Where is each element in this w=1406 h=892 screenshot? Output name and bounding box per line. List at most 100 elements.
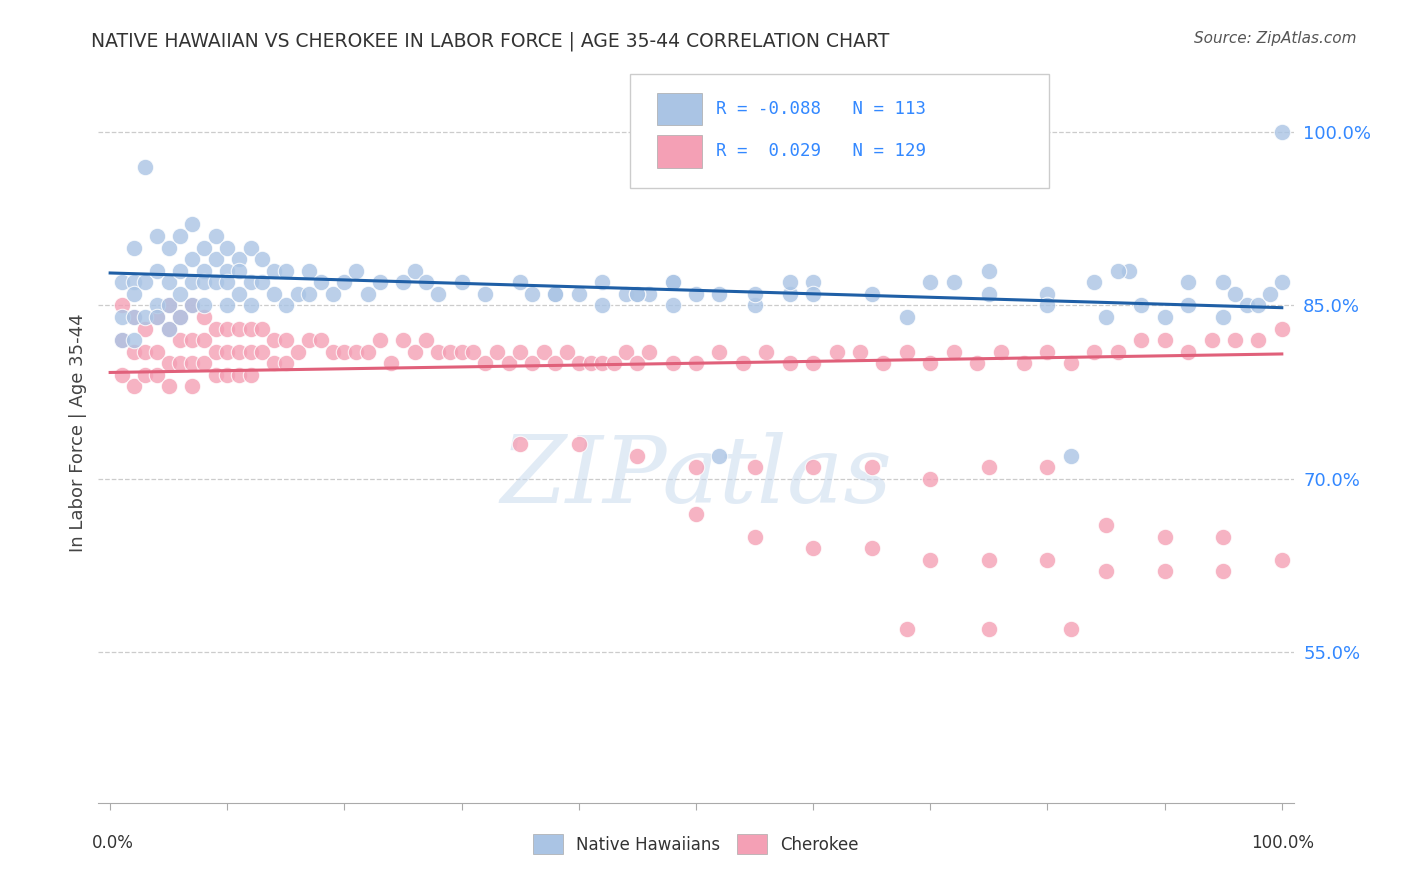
Point	[252, 252, 274, 266]
Point	[217, 240, 239, 254]
Point	[591, 298, 613, 312]
Point	[122, 275, 145, 289]
Point	[157, 321, 180, 335]
Point	[146, 298, 169, 312]
Point	[146, 368, 169, 382]
Point	[1095, 310, 1118, 324]
Point	[122, 240, 145, 254]
Point	[228, 344, 250, 359]
Point	[474, 286, 496, 301]
Point	[860, 286, 883, 301]
Point	[520, 286, 543, 301]
Point	[134, 275, 156, 289]
Point	[1153, 310, 1175, 324]
Point	[181, 252, 204, 266]
Point	[977, 553, 1000, 567]
Y-axis label: In Labor Force | Age 35-44: In Labor Force | Age 35-44	[69, 313, 87, 552]
Point	[274, 333, 297, 347]
Point	[217, 298, 239, 312]
Point	[252, 321, 274, 335]
Point	[990, 344, 1012, 359]
Point	[111, 333, 134, 347]
Point	[626, 449, 648, 463]
Point	[685, 356, 707, 370]
Point	[801, 460, 824, 475]
FancyBboxPatch shape	[657, 93, 702, 126]
Point	[122, 379, 145, 393]
Point	[1060, 622, 1083, 636]
Point	[111, 298, 134, 312]
Point	[1083, 275, 1105, 289]
Point	[509, 344, 531, 359]
Point	[193, 263, 215, 277]
Point	[591, 275, 613, 289]
Point	[779, 286, 801, 301]
Point	[1271, 125, 1294, 139]
Point	[298, 333, 321, 347]
Point	[1060, 356, 1083, 370]
Point	[731, 356, 754, 370]
Point	[415, 333, 437, 347]
Point	[626, 356, 648, 370]
Point	[801, 286, 824, 301]
Point	[169, 310, 191, 324]
Point	[1107, 263, 1129, 277]
Point	[204, 321, 226, 335]
Point	[193, 356, 215, 370]
Point	[169, 310, 191, 324]
Point	[263, 286, 285, 301]
Point	[568, 356, 591, 370]
Point	[274, 263, 297, 277]
Point	[263, 356, 285, 370]
Point	[920, 553, 942, 567]
Point	[169, 333, 191, 347]
Point	[1118, 263, 1140, 277]
Point	[744, 530, 766, 544]
Point	[309, 275, 332, 289]
Point	[404, 263, 426, 277]
Point	[193, 298, 215, 312]
Point	[614, 286, 637, 301]
Point	[427, 344, 450, 359]
Point	[239, 344, 262, 359]
Point	[463, 344, 485, 359]
Point	[228, 368, 250, 382]
Point	[977, 622, 1000, 636]
Point	[181, 298, 204, 312]
Point	[1083, 344, 1105, 359]
Point	[1247, 298, 1270, 312]
Point	[1223, 333, 1246, 347]
Point	[181, 379, 204, 393]
Point	[122, 344, 145, 359]
Text: Source: ZipAtlas.com: Source: ZipAtlas.com	[1194, 31, 1357, 46]
Point	[392, 275, 415, 289]
Point	[920, 472, 942, 486]
Text: NATIVE HAWAIIAN VS CHEROKEE IN LABOR FORCE | AGE 35-44 CORRELATION CHART: NATIVE HAWAIIAN VS CHEROKEE IN LABOR FOR…	[91, 31, 890, 51]
Point	[252, 275, 274, 289]
Point	[977, 460, 1000, 475]
Point	[239, 275, 262, 289]
Point	[134, 368, 156, 382]
Point	[1212, 310, 1234, 324]
Point	[1236, 298, 1258, 312]
Point	[217, 368, 239, 382]
Point	[146, 229, 169, 244]
Point	[872, 356, 894, 370]
Point	[1036, 553, 1059, 567]
Point	[661, 356, 683, 370]
Point	[146, 310, 169, 324]
Point	[942, 275, 965, 289]
Point	[1036, 286, 1059, 301]
Point	[966, 356, 988, 370]
FancyBboxPatch shape	[657, 135, 702, 168]
Point	[169, 229, 191, 244]
Point	[755, 344, 778, 359]
Point	[638, 344, 661, 359]
Point	[217, 263, 239, 277]
Point	[661, 275, 683, 289]
Point	[228, 286, 250, 301]
Point	[228, 252, 250, 266]
Point	[274, 356, 297, 370]
Text: R = -0.088   N = 113: R = -0.088 N = 113	[716, 100, 927, 118]
Point	[498, 356, 520, 370]
